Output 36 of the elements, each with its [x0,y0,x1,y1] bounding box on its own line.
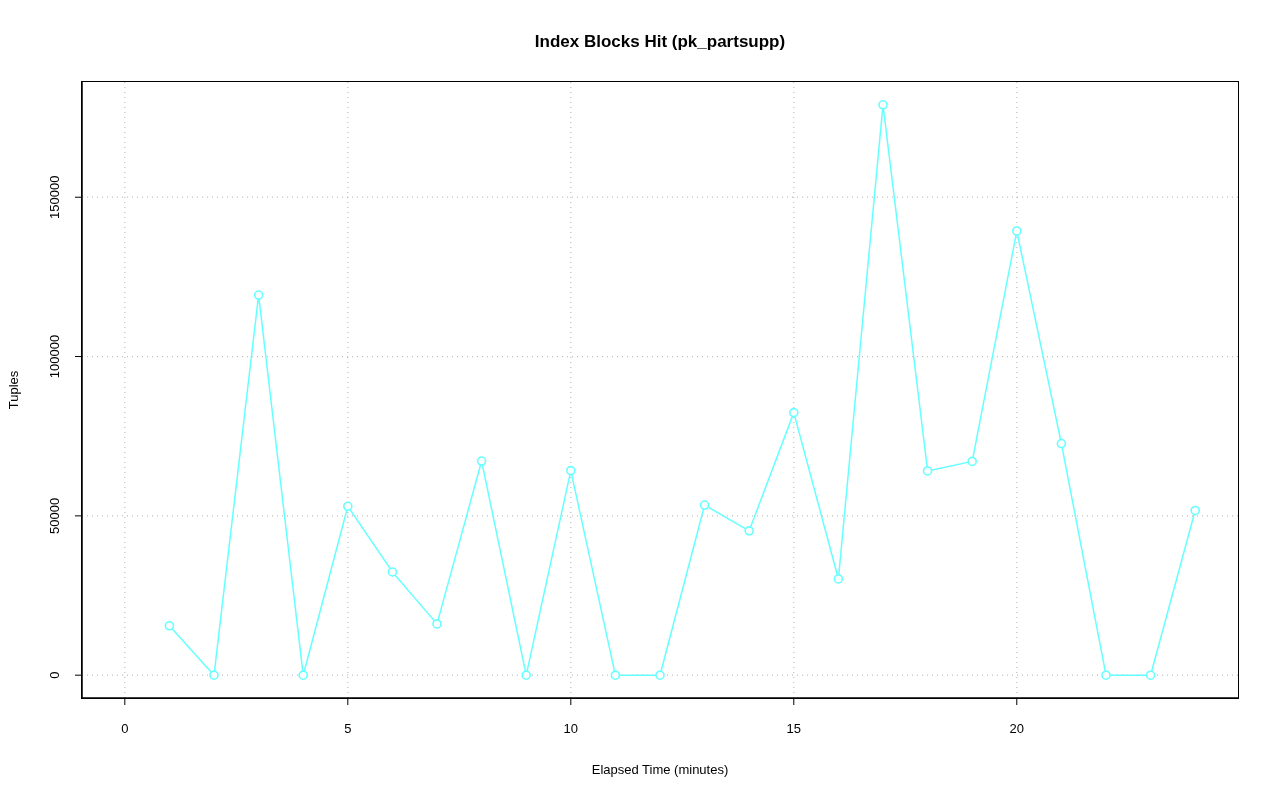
point [521,670,531,680]
point [253,290,264,300]
point [833,574,844,584]
point [387,567,398,577]
point [298,670,309,680]
point [610,670,621,680]
y-tick-label: 50000 [47,497,62,534]
point [878,100,888,110]
point [922,466,933,476]
point [209,670,219,680]
x-tick-label: 5 [344,721,352,737]
point [1056,438,1067,449]
x-tick-label: 20 [1009,721,1025,737]
x-axis-title: Elapsed Time (minutes) [590,761,730,779]
point [655,670,665,680]
point [789,407,799,418]
point [1011,226,1022,236]
point [1145,670,1156,680]
y-tick-label: 100000 [47,334,62,379]
y-axis-title: Tuples [5,370,22,410]
point [432,619,442,629]
point [566,465,576,476]
point [967,456,977,467]
point [343,501,353,512]
y-tick-label: 150000 [47,175,62,219]
chart-title: Index Blocks Hit (pk_partsupp) [533,31,787,53]
x-tick-label: 15 [786,721,802,737]
x-tick-label: 10 [563,721,579,737]
point [744,526,754,536]
point [1101,670,1111,680]
point [699,500,710,510]
y-tick-label: 0 [47,671,62,679]
point [476,456,487,466]
point [164,621,175,631]
point [1190,505,1200,516]
x-tick-label: 0 [121,721,129,737]
